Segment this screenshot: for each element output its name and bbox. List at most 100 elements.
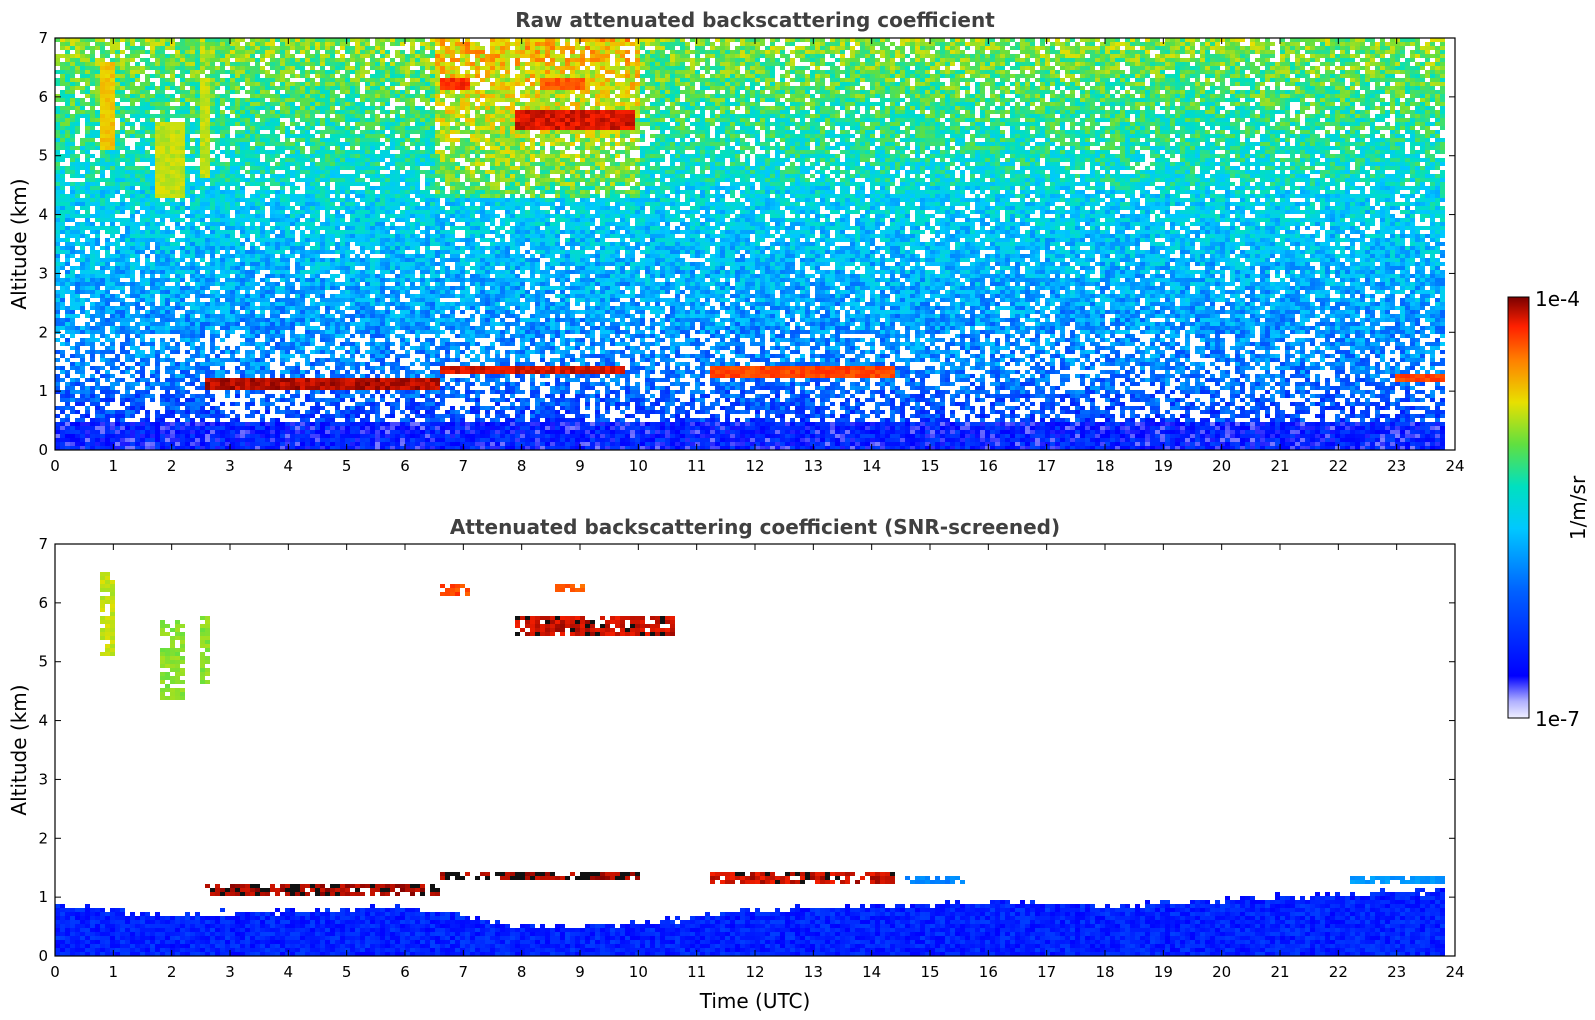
heatmap-cell [1050,82,1055,86]
heatmap-cell [465,114,470,118]
heatmap-cell [635,94,640,98]
heatmap-cell [1340,42,1345,46]
heatmap-cell [1385,74,1390,78]
heatmap-cell [935,102,940,106]
heatmap-cell [970,38,975,42]
heatmap-cell [555,118,560,122]
heatmap-cell [120,78,125,82]
heatmap-cell [470,66,475,70]
heatmap-cell [1130,62,1135,66]
heatmap-cell [220,62,225,66]
heatmap-cell [530,62,535,66]
heatmap-cell [920,98,925,102]
heatmap-cell [80,106,85,110]
heatmap-cell [1300,70,1305,74]
heatmap-cell [195,70,200,74]
heatmap-cell [1085,98,1090,102]
heatmap-cell [310,98,315,102]
heatmap-cell [725,98,730,102]
heatmap-cell [975,94,980,98]
heatmap-cell [1120,42,1125,46]
heatmap-cell [780,66,785,70]
heatmap-cell [845,118,850,122]
heatmap-cell [1315,66,1320,70]
heatmap-cell [1120,110,1125,114]
heatmap-cell [1405,74,1410,78]
heatmap-cell [620,98,625,102]
heatmap-cell [1440,106,1445,110]
heatmap-cell [1335,66,1340,70]
heatmap-cell [295,106,300,110]
heatmap-cell [715,106,720,110]
heatmap-cell [635,102,640,106]
heatmap-cell [735,102,740,106]
heatmap-cell [1130,106,1135,110]
heatmap-cell [660,102,665,106]
heatmap-cell [515,74,520,78]
heatmap-cell [760,114,765,118]
heatmap-cell [95,78,100,82]
heatmap-cell [650,42,655,46]
heatmap-cell [840,58,845,62]
heatmap-cell [420,74,425,78]
heatmap-cell [1395,38,1400,42]
heatmap-cell [1085,66,1090,70]
heatmap-cell [1140,82,1145,86]
heatmap-cell [65,102,70,106]
heatmap-cell [640,62,645,66]
heatmap-cell [350,106,355,110]
heatmap-cell [655,50,660,54]
heatmap-cell [655,78,660,82]
heatmap-cell [1380,46,1385,50]
heatmap-cell [970,58,975,62]
heatmap-cell [1150,114,1155,118]
heatmap-cell [900,98,905,102]
heatmap-cell [1105,118,1110,122]
heatmap-cell [80,98,85,102]
heatmap-cell [585,58,590,62]
heatmap-cell [1420,78,1425,82]
heatmap-cell [1060,82,1065,86]
heatmap-cell [910,110,915,114]
heatmap-cell [225,94,230,98]
heatmap-cell [120,98,125,102]
heatmap-cell [1420,90,1425,94]
heatmap-cell [1320,62,1325,66]
heatmap-cell [965,66,970,70]
heatmap-cell [1350,42,1355,46]
heatmap-cell [260,102,265,106]
heatmap-cell [1430,66,1435,70]
heatmap-cell [420,110,425,114]
heatmap-cell [790,94,795,98]
heatmap-cell [490,54,495,58]
heatmap-cell [950,86,955,90]
heatmap-cell [1345,50,1350,54]
heatmap-cell [545,82,550,86]
heatmap-cell [660,38,665,42]
heatmap-cell [1360,102,1365,106]
heatmap-cell [1065,82,1070,86]
heatmap-cell [375,82,380,86]
heatmap-cell [345,78,350,82]
heatmap-cell [245,46,250,50]
heatmap-cell [360,46,365,50]
heatmap-cell [1380,86,1385,90]
heatmap-cell [1310,58,1315,62]
heatmap-cell [865,38,870,42]
heatmap-cell [885,82,890,86]
heatmap-cell [755,62,760,66]
heatmap-cell [835,98,840,102]
heatmap-cell [905,110,910,114]
heatmap-cell [625,114,630,118]
heatmap-cell [960,62,965,66]
heatmap-cell [790,98,795,102]
heatmap-cell [290,46,295,50]
heatmap-cell [655,66,660,70]
heatmap-cell [1055,86,1060,90]
heatmap-cell [1145,98,1150,102]
heatmap-cell [1250,66,1255,70]
heatmap-cell [110,58,115,62]
heatmap-cell [805,66,810,70]
heatmap-cell [905,70,910,74]
heatmap-cell [720,98,725,102]
